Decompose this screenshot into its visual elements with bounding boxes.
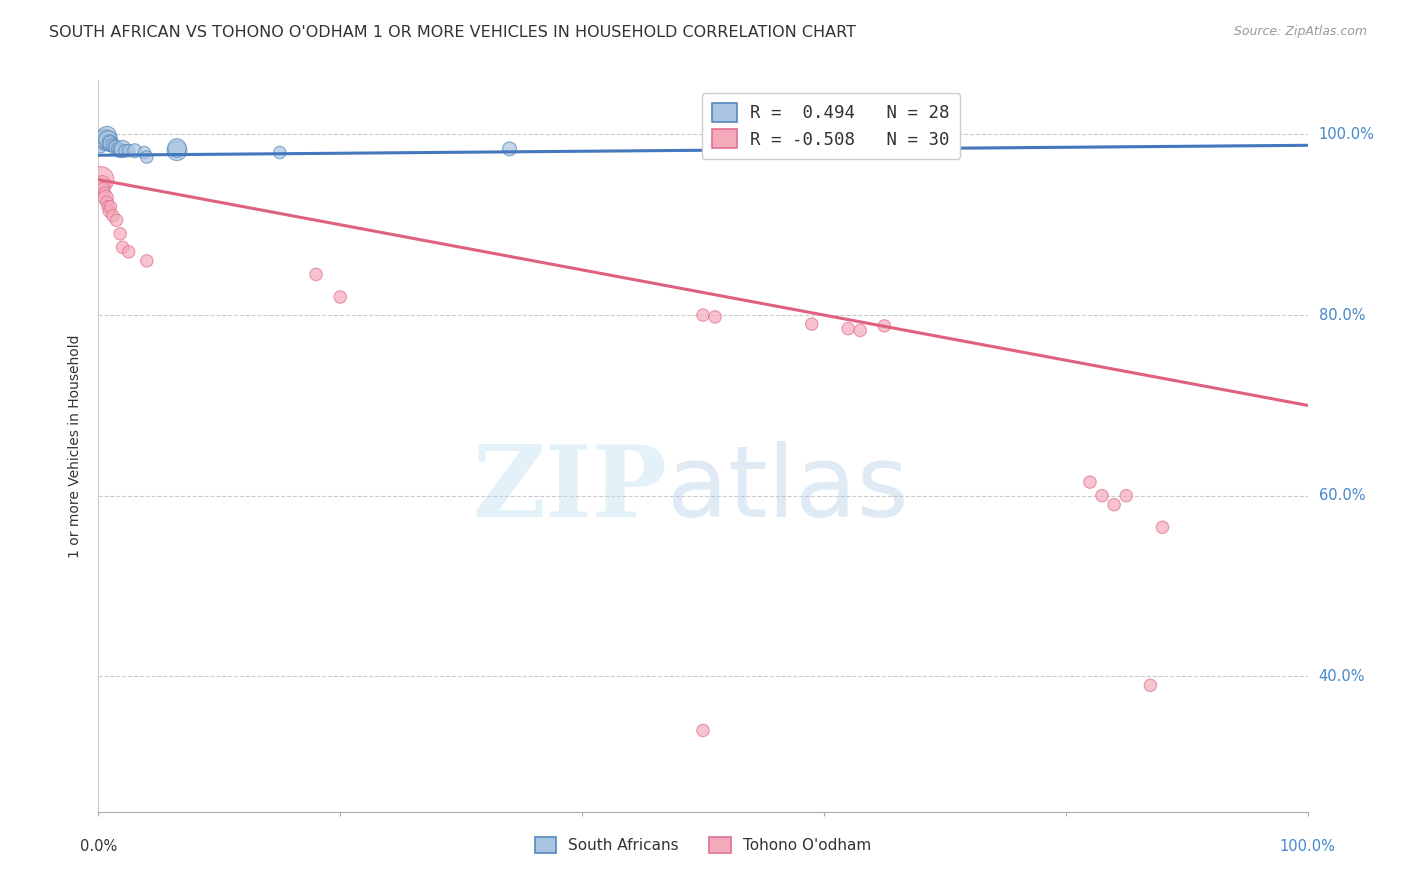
Point [166, 141, 188, 155]
Point [498, 142, 520, 156]
Point [329, 290, 352, 304]
Point [93, 186, 115, 201]
Point [96, 195, 118, 210]
Point [93, 136, 115, 151]
Point [849, 323, 872, 337]
Point [692, 723, 714, 738]
Point [118, 144, 141, 158]
Text: SOUTH AFRICAN VS TOHONO O'ODHAM 1 OR MORE VEHICLES IN HOUSEHOLD CORRELATION CHAR: SOUTH AFRICAN VS TOHONO O'ODHAM 1 OR MOR… [49, 25, 856, 40]
Point [105, 141, 128, 155]
Point [111, 142, 134, 156]
Point [1152, 520, 1174, 534]
Point [101, 209, 124, 223]
Text: Source: ZipAtlas.com: Source: ZipAtlas.com [1233, 25, 1367, 38]
Point [107, 142, 129, 156]
Point [800, 317, 823, 331]
Point [98, 138, 121, 153]
Point [692, 308, 714, 322]
Point [1115, 489, 1137, 503]
Point [305, 268, 328, 282]
Point [91, 132, 114, 146]
Point [101, 138, 124, 153]
Point [269, 145, 291, 160]
Point [134, 145, 156, 160]
Point [93, 132, 115, 146]
Text: ZIP: ZIP [472, 442, 666, 539]
Text: 0.0%: 0.0% [80, 839, 117, 855]
Text: 80.0%: 80.0% [1319, 308, 1365, 323]
Point [118, 244, 141, 259]
Legend: South Africans, Tohono O'odham: South Africans, Tohono O'odham [529, 830, 877, 859]
Point [98, 135, 121, 149]
Text: 40.0%: 40.0% [1319, 669, 1365, 684]
Point [1102, 498, 1125, 512]
Point [97, 133, 120, 147]
Point [1078, 475, 1101, 489]
Point [97, 200, 120, 214]
Point [103, 139, 125, 153]
Point [100, 200, 122, 214]
Point [90, 172, 112, 186]
Point [111, 240, 134, 254]
Point [108, 227, 131, 241]
Point [135, 150, 157, 164]
Point [91, 177, 114, 191]
Text: 60.0%: 60.0% [1319, 488, 1365, 503]
Point [96, 132, 118, 146]
Point [1139, 678, 1161, 692]
Point [91, 181, 114, 195]
Text: 100.0%: 100.0% [1279, 839, 1336, 855]
Point [124, 144, 146, 158]
Point [873, 318, 896, 333]
Point [90, 141, 112, 155]
Point [91, 129, 114, 144]
Point [100, 136, 122, 151]
Point [166, 144, 188, 158]
Point [837, 321, 859, 335]
Point [94, 191, 117, 205]
Point [1091, 489, 1114, 503]
Point [98, 204, 121, 219]
Point [105, 213, 128, 227]
Text: atlas: atlas [666, 442, 908, 539]
Text: 100.0%: 100.0% [1319, 127, 1375, 142]
Point [108, 144, 131, 158]
Point [135, 253, 157, 268]
Point [114, 144, 136, 158]
Point [837, 141, 859, 155]
Point [96, 129, 118, 144]
Y-axis label: 1 or more Vehicles in Household: 1 or more Vehicles in Household [69, 334, 83, 558]
Point [849, 139, 872, 153]
Point [704, 310, 727, 324]
